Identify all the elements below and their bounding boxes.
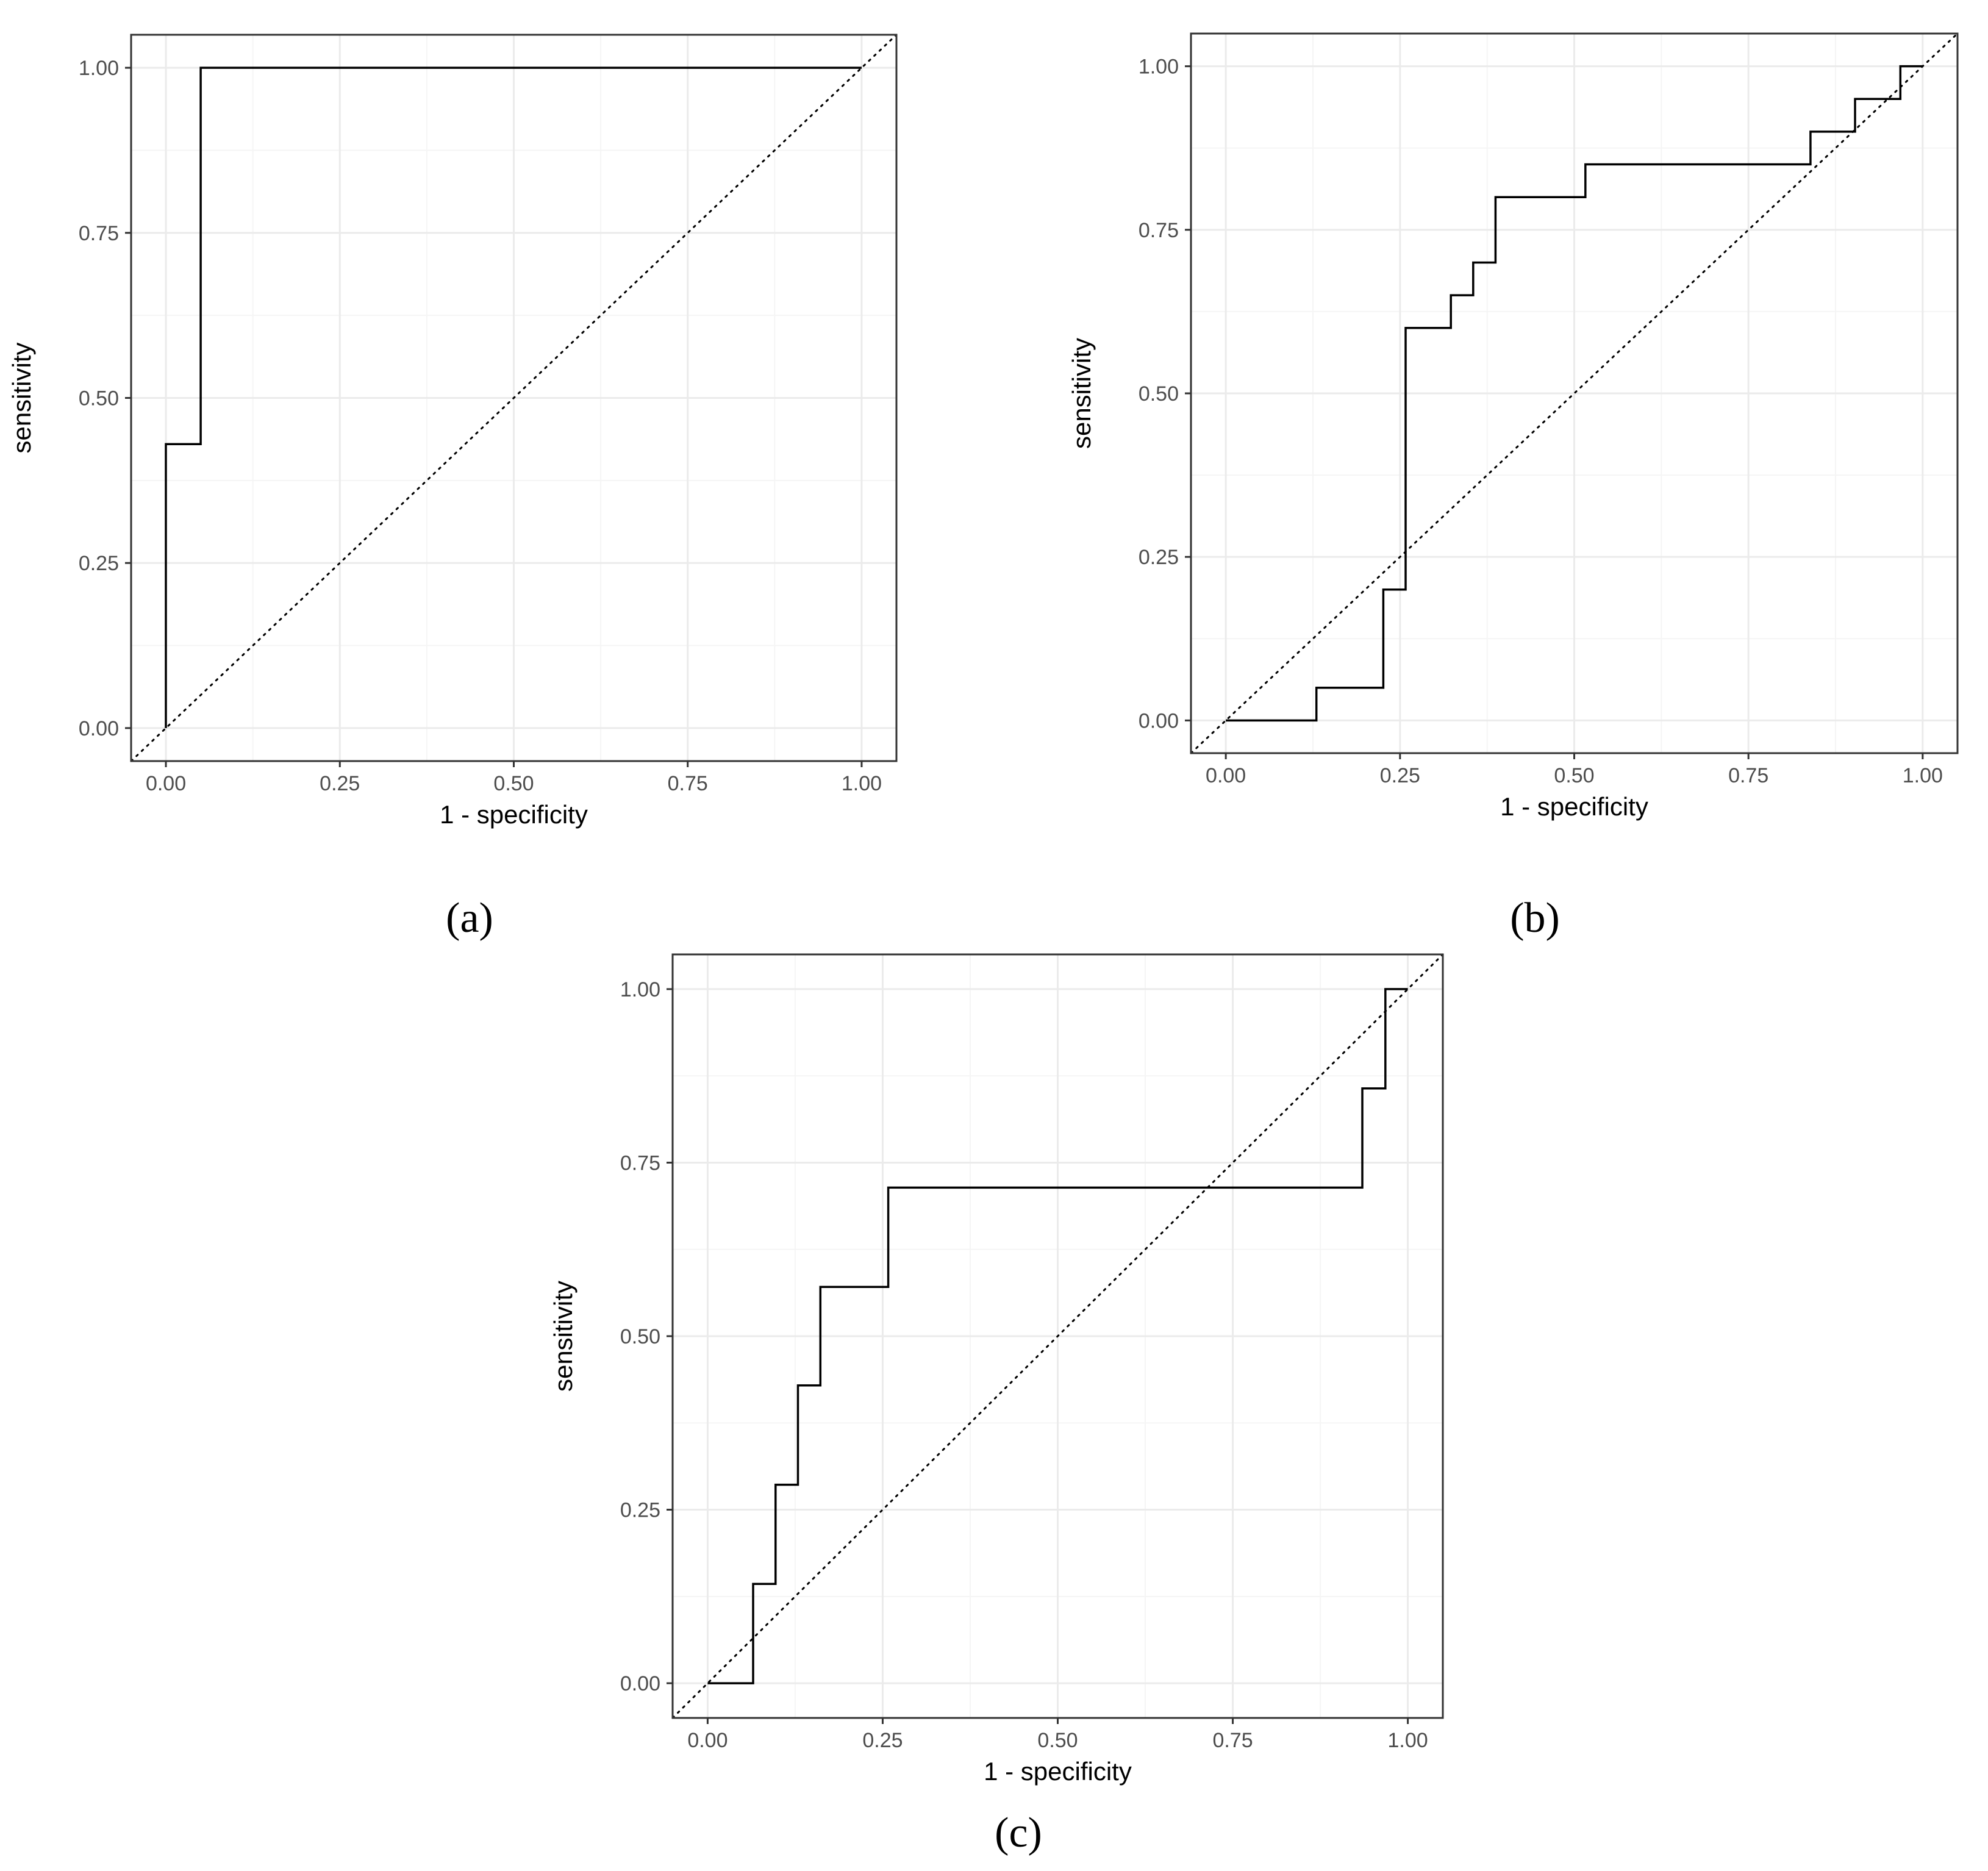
- x-tick-label: 1.00: [842, 772, 882, 795]
- panel-a: 0.00 0.25 0.50 0.75 1.00 0.00 0.25 0.50 0.75 1.00…: [7, 34, 898, 942]
- y-axis-title: sensitivity: [1067, 338, 1096, 449]
- y-axis-title: sensitivity: [7, 342, 36, 453]
- x-axis-title: 1 - specificity: [1500, 792, 1648, 821]
- x-tick-label: 0.50: [1037, 1729, 1078, 1752]
- x-tick-label: 1.00: [1387, 1729, 1428, 1752]
- y-tick-label: 1.00: [79, 57, 119, 80]
- panel-b: 0.00 0.25 0.50 0.75 1.00 0.00 0.25 0.50 0.75 1.00…: [1067, 32, 1959, 942]
- reference-diagonal: [671, 953, 1444, 1719]
- x-tick-label: 0.50: [493, 772, 534, 795]
- panel-label: (c): [995, 1809, 1042, 1856]
- x-tick-label: 0.25: [320, 772, 360, 795]
- reference-diagonal: [130, 34, 898, 762]
- roc-curve: [1226, 65, 1923, 722]
- x-tick-label: 0.00: [146, 772, 186, 795]
- panel-label: (a): [446, 895, 493, 942]
- x-tick-label: 0.00: [687, 1729, 728, 1752]
- panel-c: 0.00 0.25 0.50 0.75 1.00 0.00 0.25 0.50 0.75 1.00…: [549, 953, 1444, 1856]
- y-tick-label: 0.00: [79, 717, 119, 740]
- y-tick-label: 0.25: [1139, 546, 1179, 569]
- x-tick-label: 0.25: [1380, 764, 1420, 787]
- y-tick-label: 0.50: [1139, 382, 1179, 406]
- y-tick-label: 1.00: [1139, 55, 1179, 79]
- y-tick-label: 0.00: [1139, 709, 1179, 732]
- x-tick-label: 0.75: [1728, 764, 1768, 787]
- x-tick-label: 0.50: [1554, 764, 1594, 787]
- roc-curve: [165, 66, 862, 728]
- roc-curve: [707, 988, 1408, 1684]
- y-axis-title: sensitivity: [549, 1281, 577, 1392]
- y-tick-label: 0.00: [620, 1672, 660, 1695]
- x-tick-label: 1.00: [1903, 764, 1943, 787]
- y-tick-label: 0.75: [1139, 219, 1179, 242]
- y-tick-label: 0.25: [79, 552, 119, 575]
- y-tick-label: 0.25: [620, 1499, 660, 1522]
- y-tick-label: 0.75: [79, 222, 119, 245]
- y-tick-label: 0.50: [620, 1325, 660, 1348]
- x-axis-title: 1 - specificity: [440, 800, 588, 829]
- y-tick-label: 0.50: [79, 387, 119, 410]
- panel-label: (b): [1510, 895, 1560, 942]
- y-tick-label: 1.00: [620, 978, 660, 1001]
- x-tick-label: 0.75: [1212, 1729, 1253, 1752]
- x-tick-label: 0.75: [668, 772, 708, 795]
- reference-diagonal: [1190, 32, 1959, 754]
- x-axis-title: 1 - specificity: [984, 1757, 1132, 1786]
- x-tick-label: 0.00: [1206, 764, 1246, 787]
- x-tick-label: 0.25: [862, 1729, 903, 1752]
- y-tick-label: 0.75: [620, 1151, 660, 1175]
